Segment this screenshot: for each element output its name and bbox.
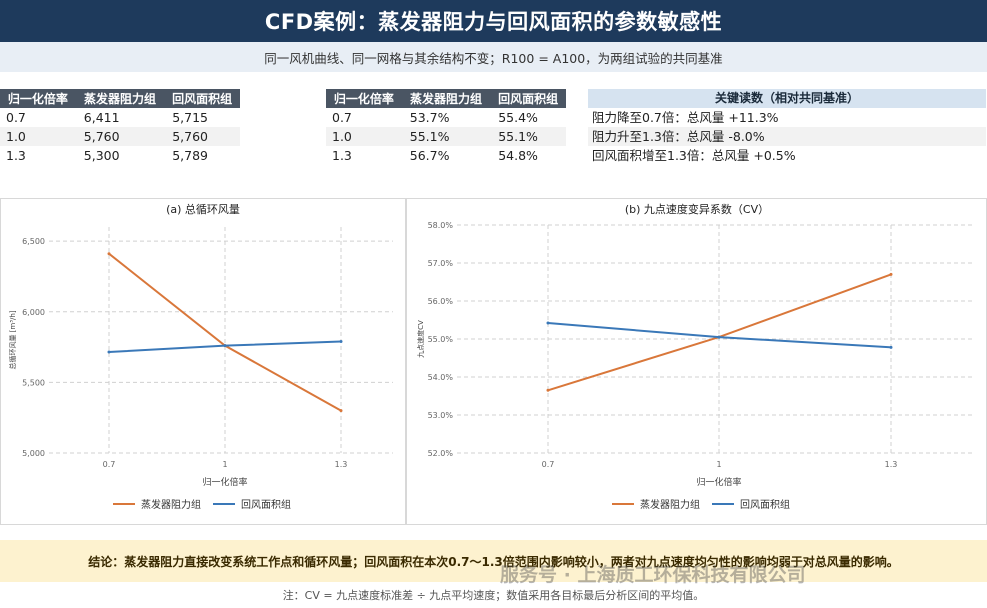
data-point bbox=[546, 321, 550, 325]
y-tick-label: 5,500 bbox=[22, 378, 45, 387]
table-row: 1.3 56.7% 54.8% bbox=[326, 146, 566, 165]
x-tick-label: 0.7 bbox=[542, 460, 555, 469]
table-header-cell: 回风面积组 bbox=[490, 89, 566, 108]
table-row: 1.0 5,760 5,760 bbox=[0, 127, 240, 146]
y-tick-label: 6,500 bbox=[22, 237, 45, 246]
table-cell: 1.0 bbox=[0, 127, 76, 146]
x-axis-label: 归一化倍率 bbox=[696, 476, 741, 488]
table-cell: 6,411 bbox=[83, 110, 120, 125]
table-row: 0.7 6,411 5,715 bbox=[0, 108, 240, 127]
key-reading-item: 阻力升至1.3倍：总风量 -8.0% bbox=[588, 127, 986, 146]
table-cell: 54.8% bbox=[498, 148, 538, 163]
table-cell: 1.3 bbox=[6, 148, 26, 163]
y-axis-label: 九点速度CV bbox=[416, 320, 425, 358]
cv-table: 归一化倍率 蒸发器阻力组 回风面积组 0.7 53.7% 55.4% 1.0 5… bbox=[326, 89, 566, 165]
table-header-cell: 归一化倍率 bbox=[326, 89, 402, 108]
data-point bbox=[339, 340, 343, 344]
y-tick-label: 6,000 bbox=[22, 308, 45, 317]
table-cell: 0.7 bbox=[332, 110, 352, 125]
legend-label: 回风面积组 bbox=[241, 498, 291, 511]
data-point bbox=[107, 350, 111, 354]
table-cell: 1.0 bbox=[326, 127, 402, 146]
key-readings-title: 关键读数（相对共同基准） bbox=[588, 89, 986, 108]
data-point bbox=[889, 272, 893, 276]
table-cell: 5,760 bbox=[75, 127, 165, 146]
key-readings-panel: 关键读数（相对共同基准） 阻力降至0.7倍：总风量 +11.3% 阻力升至1.3… bbox=[588, 89, 986, 165]
table-cell: 55.1% bbox=[490, 127, 566, 146]
table-cell: 5,789 bbox=[172, 148, 208, 163]
table-header-cell: 归一化倍率 bbox=[0, 89, 76, 108]
table-header-row: 归一化倍率 蒸发器阻力组 回风面积组 bbox=[0, 89, 240, 108]
chart-panel-cv: (b) 九点速度变异系数（CV） 52.0% 53.0% 54.0% 55.0% 56.0… bbox=[406, 198, 987, 525]
conclusion-text: 结论：蒸发器阻力直接改变系统工作点和循环风量；回风面积在本次0.7～1.3倍范围… bbox=[88, 554, 899, 569]
data-point bbox=[107, 252, 111, 256]
table-cell: 5,300 bbox=[83, 148, 120, 163]
table-header-cell: 回风面积组 bbox=[164, 89, 240, 108]
y-tick-label: 55.0% bbox=[428, 335, 454, 344]
table-row: 1.0 55.1% 55.1% bbox=[326, 127, 566, 146]
y-tick-label: 56.0% bbox=[428, 297, 454, 306]
chart-title: (a) 总循环风量 bbox=[166, 202, 240, 216]
table-header-cell: 蒸发器阻力组 bbox=[401, 89, 491, 108]
data-point bbox=[546, 388, 550, 392]
x-tick-label: 1.3 bbox=[335, 460, 348, 469]
chart-panel-flow: (a) 总循环风量 5,000 5,500 6,000 6,500 0.7 1 1.3 归一化倍… bbox=[0, 198, 406, 525]
table-cell: 5,715 bbox=[172, 110, 208, 125]
data-point bbox=[889, 345, 893, 349]
y-tick-label: 53.0% bbox=[428, 411, 454, 420]
data-point bbox=[339, 409, 343, 413]
table-header-row: 归一化倍率 蒸发器阻力组 回风面积组 bbox=[326, 89, 566, 108]
footnote: 注：CV = 九点速度标准差 ÷ 九点平均速度；数值采用各目标最后分析区间的平均… bbox=[282, 589, 705, 602]
legend-label: 蒸发器阻力组 bbox=[141, 498, 201, 511]
table-cell: 55.1% bbox=[401, 127, 491, 146]
y-tick-label: 5,000 bbox=[22, 449, 45, 458]
data-point bbox=[223, 344, 227, 348]
key-reading-item: 回风面积增至1.3倍：总风量 +0.5% bbox=[592, 148, 796, 163]
data-point bbox=[717, 335, 721, 339]
key-reading-item: 阻力降至0.7倍：总风量 +11.3% bbox=[592, 110, 779, 125]
cv-chart: (b) 九点速度变异系数（CV） 52.0% 53.0% 54.0% 55.0% 56.0… bbox=[416, 202, 975, 511]
legend-label: 回风面积组 bbox=[740, 498, 790, 511]
watermark: 服务号 · 上海质工环保科技有限公司 bbox=[500, 564, 806, 586]
table-row: 1.3 5,300 5,789 bbox=[0, 146, 240, 165]
x-tick-label: 1 bbox=[222, 460, 227, 469]
x-tick-label: 0.7 bbox=[103, 460, 116, 469]
table-cell: 53.7% bbox=[409, 110, 450, 125]
table-cell: 56.7% bbox=[409, 148, 450, 163]
legend-label: 蒸发器阻力组 bbox=[640, 498, 700, 511]
table-row: 0.7 53.7% 55.4% bbox=[326, 108, 566, 127]
table-cell: 0.7 bbox=[6, 110, 26, 125]
flow-chart: (a) 总循环风量 5,000 5,500 6,000 6,500 0.7 1 1.3 归一化倍… bbox=[8, 202, 393, 511]
conclusion-banner: 结论：蒸发器阻力直接改变系统工作点和循环风量；回风面积在本次0.7～1.3倍范围… bbox=[0, 540, 987, 582]
chart-title: (b) 九点速度变异系数（CV） bbox=[625, 202, 769, 216]
table-header-cell: 蒸发器阻力组 bbox=[75, 89, 165, 108]
y-tick-label: 58.0% bbox=[428, 221, 454, 230]
x-tick-label: 1.3 bbox=[885, 460, 898, 469]
flow-table: 归一化倍率 蒸发器阻力组 回风面积组 0.7 6,411 5,715 1.0 5… bbox=[0, 89, 240, 165]
table-cell: 1.3 bbox=[332, 148, 352, 163]
y-tick-label: 52.0% bbox=[428, 449, 454, 458]
x-tick-label: 1 bbox=[716, 460, 721, 469]
y-tick-label: 54.0% bbox=[428, 373, 454, 382]
y-tick-label: 57.0% bbox=[428, 259, 454, 268]
table-cell: 55.4% bbox=[498, 110, 538, 125]
page-subtitle: 同一风机曲线、同一网格与其余结构不变；R100 = A100，为两组试验的共同基… bbox=[0, 42, 987, 72]
x-axis-label: 归一化倍率 bbox=[202, 476, 247, 488]
table-cell: 5,760 bbox=[164, 127, 240, 146]
page-title: CFD案例：蒸发器阻力与回风面积的参数敏感性 bbox=[0, 0, 987, 42]
y-axis-label: 总循环风量 [m³/h] bbox=[8, 310, 17, 369]
